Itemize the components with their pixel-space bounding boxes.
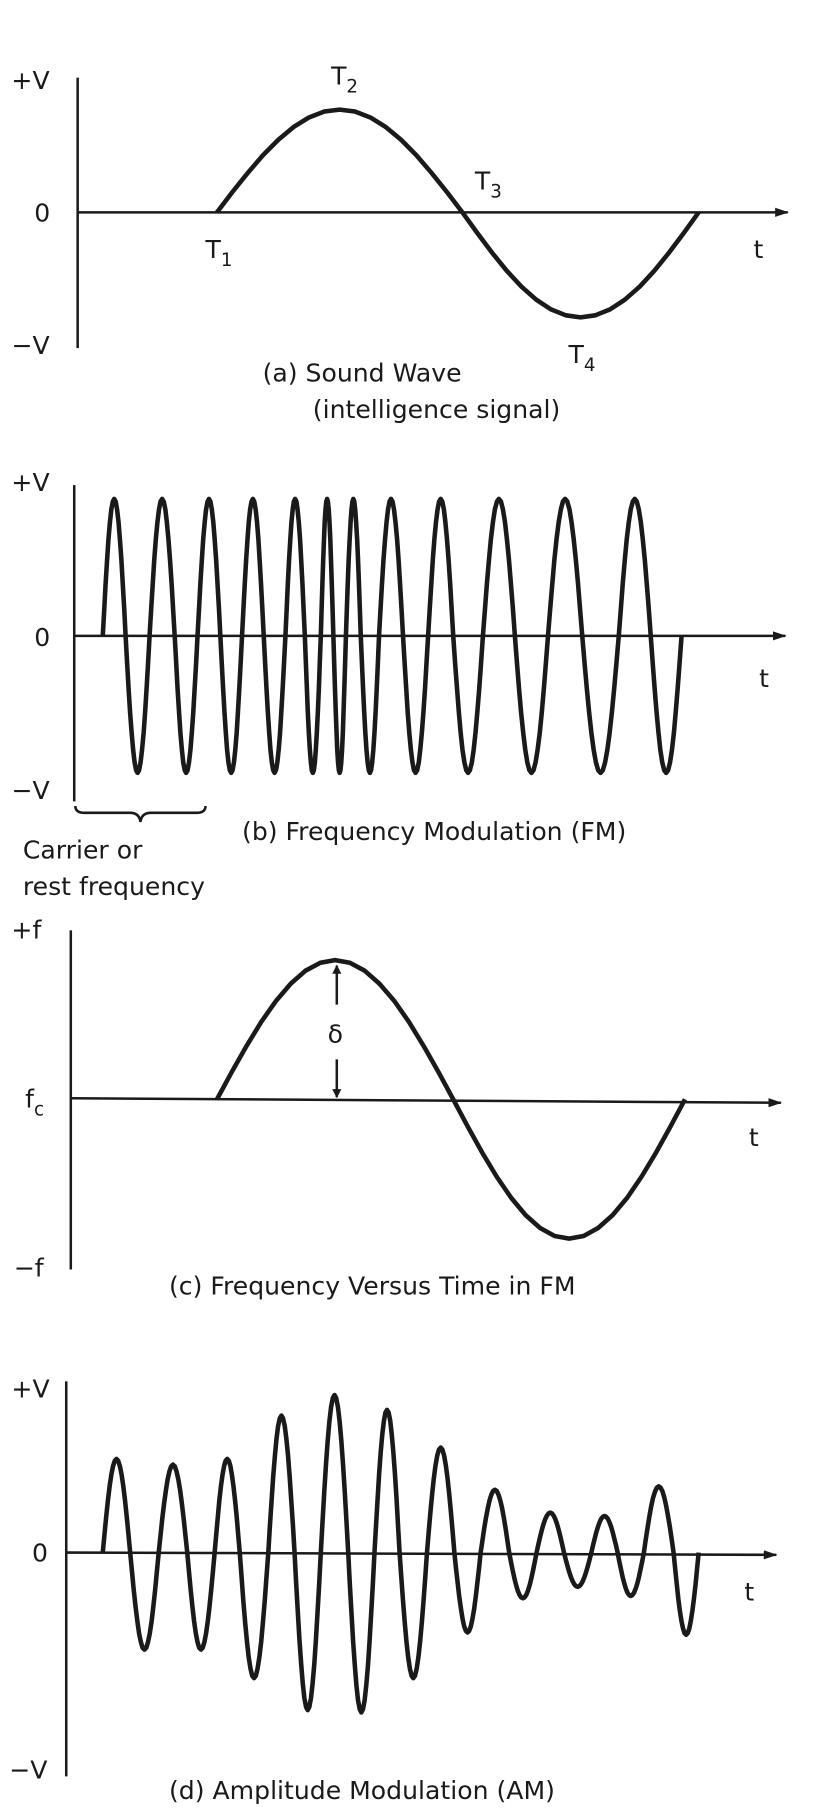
point-sub: 4 <box>584 355 596 376</box>
point-label: T1 <box>205 235 233 271</box>
t-axis <box>66 1550 778 1560</box>
panel-d: +V 0 −V t (d) Amplitude Modulation (AM) <box>9 1374 778 1805</box>
deviation-label: δ <box>328 1019 343 1048</box>
axis-top: +V <box>11 1374 49 1403</box>
point-sub: 2 <box>346 76 358 97</box>
axis-mid: 0 <box>32 1539 48 1568</box>
time-label: t <box>753 235 763 264</box>
point-base: T <box>568 340 585 369</box>
point-sub: 1 <box>221 250 233 271</box>
sound-wave <box>215 107 701 320</box>
axis-mid-sub: c <box>34 1099 44 1120</box>
axis-mid-base: f <box>25 1084 35 1113</box>
brace <box>74 805 207 823</box>
time-label: t <box>749 1123 759 1152</box>
point-label: T2 <box>330 61 358 97</box>
caption: (d) Amplitude Modulation (AM) <box>169 1776 555 1805</box>
t-axis <box>70 1096 783 1108</box>
axis-top: +V <box>11 468 49 497</box>
brace-label: Carrier or <box>23 835 143 864</box>
axis-mid: fc <box>25 1084 44 1120</box>
axis-bottom: −V <box>9 1756 47 1785</box>
panel-b: +V 0 −V t Carrier or rest frequency (b) … <box>11 468 787 901</box>
fm-wave <box>100 496 684 776</box>
caption: (c) Frequency Versus Time in FM <box>169 1272 576 1301</box>
caption: (a) Sound Wave <box>263 358 462 387</box>
caption: (b) Frequency Modulation (FM) <box>242 817 626 846</box>
axis-bottom: −f <box>14 1253 45 1282</box>
point-label: T3 <box>474 167 502 203</box>
point-label: T4 <box>568 340 596 376</box>
axis-mid: 0 <box>34 198 50 227</box>
point-base: T <box>330 61 347 90</box>
point-base: T <box>205 235 222 264</box>
axis-bottom: −V <box>11 331 49 360</box>
point-base: T <box>474 167 491 196</box>
caption: (intelligence signal) <box>313 395 561 424</box>
time-label: t <box>744 1578 754 1607</box>
frequency-curve <box>214 957 687 1241</box>
panel-c: +f fc −f t δ (c) Frequency Versus Time i… <box>11 915 783 1301</box>
time-label: t <box>759 664 769 693</box>
am-wave <box>100 1392 701 1715</box>
brace-label: rest frequency <box>23 872 205 901</box>
axis-mid: 0 <box>34 623 50 652</box>
axis-top: +f <box>11 915 42 944</box>
axis-top: +V <box>11 66 49 95</box>
point-sub: 3 <box>490 181 502 202</box>
axis-bottom: −V <box>11 776 49 805</box>
panel-a: +V 0 −V t T1 T2 T3 T4 (a) Sound Wave (in… <box>11 61 789 424</box>
